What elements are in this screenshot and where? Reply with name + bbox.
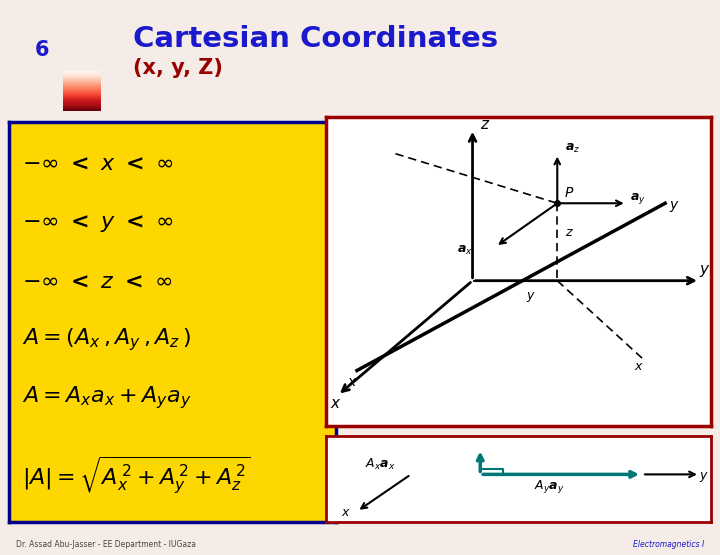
Text: P: P: [565, 186, 573, 200]
Text: Dr. Assad Abu-Jasser - EE Department - IUGaza: Dr. Assad Abu-Jasser - EE Department - I…: [16, 541, 196, 549]
Text: y: y: [526, 289, 534, 302]
Text: x: x: [330, 396, 339, 411]
Text: y: y: [669, 199, 678, 213]
Text: $\mathit{A} = \mathit{A}_x a_x + \mathit{A}_y a_y$: $\mathit{A} = \mathit{A}_x a_x + \mathit…: [22, 385, 192, 411]
Text: Electromagnetics I: Electromagnetics I: [633, 541, 704, 549]
Text: $-\infty\ \mathbf{<}\ x\ \mathbf{<}\ \infty$: $-\infty\ \mathbf{<}\ x\ \mathbf{<}\ \in…: [22, 154, 174, 174]
Text: $|\mathit{A}| = \sqrt{\mathit{A}_x^{\,2} + \mathit{A}_y^{\,2} + \mathit{A}_z^{\,: $|\mathit{A}| = \sqrt{\mathit{A}_x^{\,2}…: [22, 455, 251, 497]
Text: (x, y, Z): (x, y, Z): [133, 58, 223, 78]
Text: $A_y\boldsymbol{a}_y$: $A_y\boldsymbol{a}_y$: [534, 478, 564, 495]
Text: $\mathit{A} = (\mathit{A}_x\,,\mathit{A}_y\,,\mathit{A}_z\,)$: $\mathit{A} = (\mathit{A}_x\,,\mathit{A}…: [22, 326, 191, 354]
Text: $\boldsymbol{a}_y$: $\boldsymbol{a}_y$: [631, 191, 647, 206]
Text: y: y: [700, 468, 707, 482]
Text: Cartesian Coordinates: Cartesian Coordinates: [133, 25, 498, 53]
Text: z: z: [565, 226, 572, 239]
Text: 6: 6: [35, 40, 49, 60]
Text: $-\infty\ \mathbf{<}\ y\ \mathbf{<}\ \infty$: $-\infty\ \mathbf{<}\ y\ \mathbf{<}\ \in…: [22, 214, 174, 235]
Text: x: x: [347, 375, 356, 389]
Text: $\boldsymbol{a}_z$: $\boldsymbol{a}_z$: [565, 142, 580, 155]
Text: $A_x\boldsymbol{a}_x$: $A_x\boldsymbol{a}_x$: [365, 457, 395, 472]
Text: $\boldsymbol{a}_x$: $\boldsymbol{a}_x$: [457, 244, 473, 257]
Text: x: x: [341, 506, 349, 519]
Text: y: y: [700, 263, 708, 278]
Text: x: x: [634, 361, 642, 374]
Text: z: z: [480, 117, 488, 132]
Text: $-\infty\ \mathbf{<}\ z\ \mathbf{<}\ \infty$: $-\infty\ \mathbf{<}\ z\ \mathbf{<}\ \in…: [22, 272, 172, 292]
